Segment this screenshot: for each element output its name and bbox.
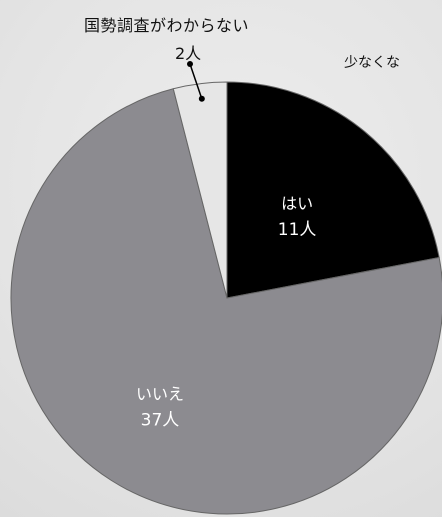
slice-yes <box>226 81 440 299</box>
callout-count-unknown: 2人 <box>175 44 202 63</box>
slice-unknown <box>172 81 228 299</box>
no-label: いいえ <box>136 385 184 404</box>
slice-no <box>10 88 442 515</box>
leader-start-dot <box>187 61 193 67</box>
callout-label-unknown: 国勢調査がわからない <box>84 16 250 35</box>
leader-line <box>189 63 203 99</box>
truncated-annotation: 少なくな <box>344 55 400 71</box>
leader-end-dot <box>198 95 205 102</box>
yes-label: はい <box>281 194 313 213</box>
no-count: 37人 <box>141 411 180 431</box>
yes-count: 11人 <box>278 220 317 240</box>
